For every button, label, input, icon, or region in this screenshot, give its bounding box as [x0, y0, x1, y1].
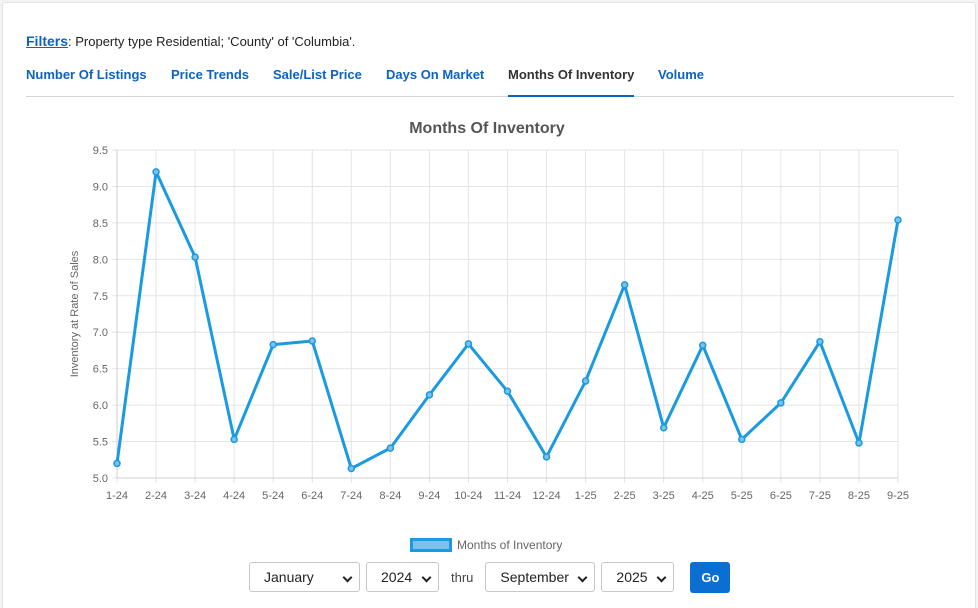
- chart-title: Months Of Inventory: [409, 120, 565, 137]
- data-point: [113, 459, 121, 468]
- chart-series: [113, 168, 902, 473]
- data-point: [542, 453, 551, 461]
- date-range-controls: January 2024 thru September 2025 Go: [249, 561, 731, 593]
- tab-days-on-market[interactable]: Days On Market: [386, 67, 485, 82]
- x-tick-label: 5-25: [731, 490, 753, 502]
- chevron-down-icon: [577, 572, 588, 583]
- chart-tabs: Number Of Listings Price Trends Sale/Lis…: [26, 61, 954, 97]
- data-point: [699, 341, 707, 350]
- filters-line: Filters: Property type Residential; 'Cou…: [26, 33, 355, 49]
- x-tick-label: 1-25: [575, 490, 597, 502]
- data-point: [659, 423, 668, 432]
- chevron-down-icon: [421, 572, 432, 583]
- data-point: [152, 168, 160, 176]
- y-tick-label: 5.0: [93, 473, 108, 485]
- x-tick-label: 9-25: [887, 490, 909, 502]
- data-point: [855, 439, 863, 447]
- chart-grid: [112, 149, 899, 483]
- y-tick-label: 6.0: [93, 400, 108, 412]
- data-point: [425, 391, 434, 399]
- data-point: [620, 281, 629, 289]
- tab-sale-list-price[interactable]: Sale/List Price: [273, 67, 362, 82]
- data-point: [816, 337, 824, 346]
- y-tick-label: 8.5: [93, 218, 108, 230]
- x-tick-label: 6-25: [770, 490, 792, 502]
- x-tick-label: 4-24: [223, 490, 245, 502]
- x-tick-label: 2-25: [614, 490, 636, 502]
- from-year-value: 2024: [381, 569, 413, 585]
- x-tick-label: 8-25: [848, 490, 870, 502]
- x-tick-label: 12-24: [532, 490, 560, 502]
- data-point: [581, 377, 590, 385]
- to-year-select[interactable]: 2025: [601, 562, 675, 592]
- from-month-select[interactable]: January: [249, 562, 360, 592]
- chart-legend[interactable]: Months of Inventory: [410, 537, 562, 553]
- data-point: [894, 216, 902, 224]
- x-tick-label: 4-25: [692, 490, 714, 502]
- x-tick-label: 8-24: [379, 490, 401, 502]
- data-point: [738, 435, 746, 444]
- x-tick-label: 10-24: [454, 490, 482, 502]
- legend-swatch: [410, 538, 452, 552]
- chevron-down-icon: [656, 572, 667, 583]
- go-button[interactable]: Go: [690, 561, 731, 593]
- data-point: [191, 253, 199, 261]
- filters-text: : Property type Residential; 'County' of…: [68, 34, 356, 49]
- y-tick-label: 6.5: [93, 364, 108, 376]
- from-year-select[interactable]: 2024: [366, 562, 439, 592]
- x-tick-label: 3-24: [184, 490, 206, 502]
- to-year-value: 2025: [616, 569, 648, 585]
- data-point: [269, 340, 277, 349]
- data-point: [464, 340, 473, 348]
- x-tick-label: 7-25: [809, 490, 831, 502]
- y-axis-label: Inventory at Rate of Sales: [69, 250, 81, 377]
- x-tick-label: 7-24: [340, 490, 362, 502]
- from-month-value: January: [264, 569, 314, 585]
- y-tick-label: 8.0: [93, 254, 108, 266]
- data-point: [230, 435, 238, 444]
- y-tick-label: 5.5: [93, 437, 108, 449]
- x-tick-label: 11-24: [494, 490, 521, 502]
- y-tick-label: 7.0: [93, 327, 108, 339]
- filters-link[interactable]: Filters: [26, 33, 69, 49]
- legend-label: Months of Inventory: [457, 538, 563, 552]
- data-point: [347, 464, 356, 473]
- y-tick-label: 7.5: [93, 291, 108, 303]
- tab-price-trends[interactable]: Price Trends: [171, 67, 250, 82]
- to-month-select[interactable]: September: [485, 562, 596, 592]
- tab-number-of-listings[interactable]: Number Of Listings: [26, 67, 147, 82]
- data-point: [386, 444, 395, 452]
- chevron-down-icon: [342, 572, 353, 583]
- thru-label: thru: [451, 569, 474, 585]
- x-tick-label: 1-24: [106, 490, 128, 502]
- x-tick-label: 5-24: [262, 490, 284, 502]
- y-tick-label: 9.5: [93, 145, 108, 157]
- data-point: [777, 399, 785, 407]
- data-point: [308, 337, 316, 345]
- x-tick-label: 6-24: [301, 490, 323, 502]
- to-month-value: September: [500, 569, 569, 585]
- x-tick-label: 3-25: [653, 490, 675, 502]
- x-tick-label: 9-24: [418, 490, 440, 502]
- y-tick-label: 9.0: [93, 181, 108, 193]
- chart-axes: 9.5 9.0 8.5 8.0 7.5 7.0 6.5 6.0 5.5 5.0 1-24 2-24 3-…: [93, 145, 909, 502]
- tab-months-of-inventory[interactable]: Months Of Inventory: [508, 61, 634, 97]
- tab-volume[interactable]: Volume: [658, 67, 704, 82]
- x-tick-label: 2-24: [145, 490, 167, 502]
- data-point: [503, 387, 512, 396]
